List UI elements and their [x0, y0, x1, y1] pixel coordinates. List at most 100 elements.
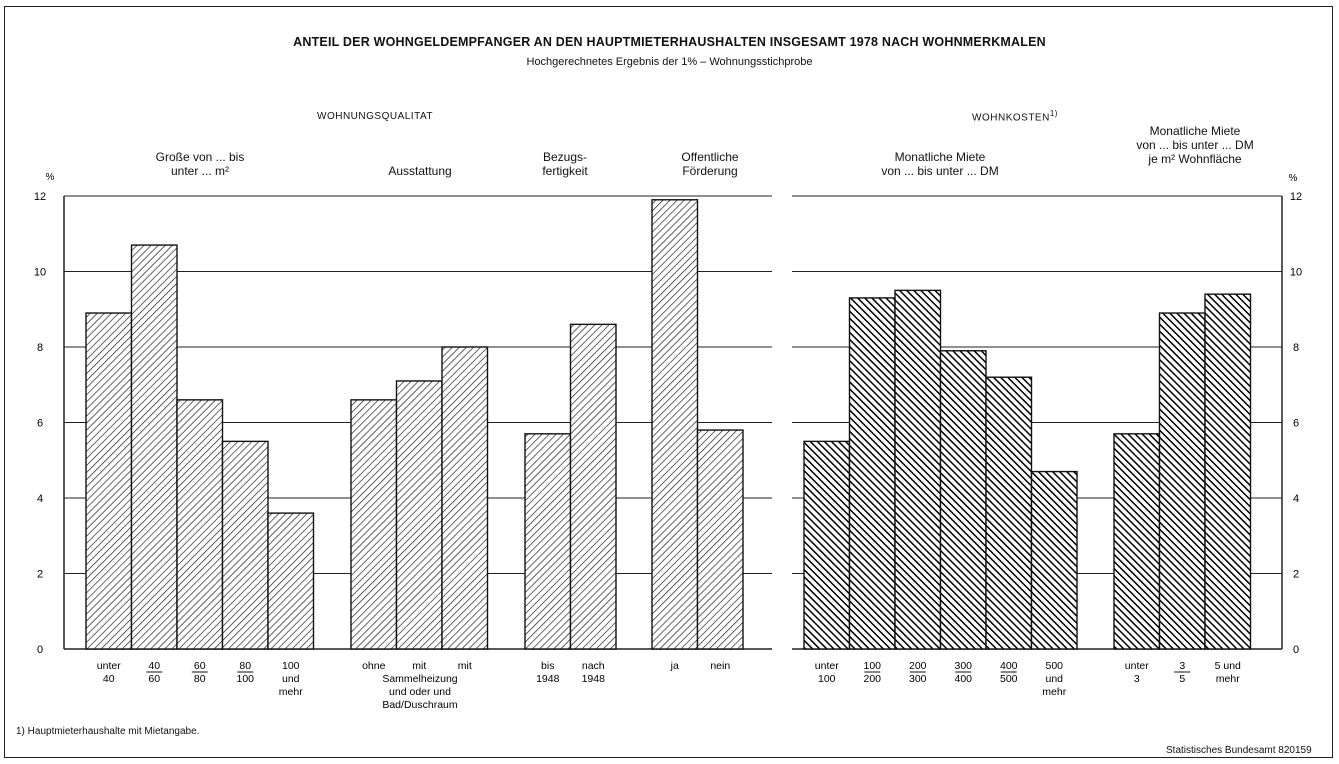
- bar-1-0-2: [894, 289, 942, 650]
- x-tick-label-ausstattung-extra-0: Sammelheizung: [382, 673, 457, 685]
- axes: [63, 196, 1283, 649]
- bar-1-1-2: [1204, 293, 1252, 650]
- bar-1-1-1: [1158, 312, 1206, 650]
- bar-0-3-1: [696, 429, 744, 650]
- chart-subtitle: Hochgerechnetes Ergebnis der 1% – Wohnun…: [526, 56, 813, 68]
- y-tick-label-left-2: 2: [37, 569, 43, 581]
- y-tick-label-left-12: 12: [34, 191, 46, 203]
- group-label-foerderung: Offentliche Förderung: [640, 150, 780, 178]
- bar-0-0-3: [221, 440, 269, 650]
- x-tick-label-0-2-1: 80: [194, 673, 206, 685]
- y-tick-label-left-10: 10: [34, 267, 46, 279]
- bar-1-0-3: [939, 350, 987, 650]
- bar-1-0-1: [848, 297, 896, 650]
- x-tick-label-0-4-1: und: [282, 673, 300, 685]
- x-tick-label-1-3-1: 400: [954, 673, 972, 685]
- bar-0-3-0: [651, 199, 699, 650]
- bars: [85, 199, 1252, 650]
- bar-1-0-4: [985, 376, 1033, 650]
- group-label-bezug-line2: fertigkeit: [542, 164, 588, 178]
- group-label-miete-line1: Monatliche Miete: [894, 150, 986, 164]
- x-tick-label-1-8-0: 5 und: [1215, 660, 1241, 672]
- bar-0-2-1: [569, 323, 617, 650]
- group-label-size-line1: Große von ... bis: [155, 150, 245, 164]
- x-tick-label-1-5-0: 500: [1045, 660, 1063, 672]
- x-tick-label-0-3-1: 100: [236, 673, 254, 685]
- x-tick-label-0-8-1: 1948: [536, 673, 560, 685]
- group-label-miete-qm-line1: Monatliche Miete: [1149, 124, 1241, 138]
- y-tick-label-right-2: 2: [1293, 569, 1299, 581]
- bar-0-0-1: [130, 244, 178, 650]
- group-label-foerderung-line2: Förderung: [682, 164, 738, 178]
- bar-1-0-0: [803, 440, 851, 650]
- x-tick-label-1-5-2: mehr: [1042, 686, 1066, 698]
- footnote: 1) Hauptmieterhaushalte mit Mietangabe.: [16, 726, 200, 737]
- x-tick-label-0-8-0: bis: [541, 660, 554, 672]
- x-tick-label-0-4-2: mehr: [279, 686, 303, 698]
- x-tick-label-1-0-1: 100: [818, 673, 836, 685]
- x-tick-label-0-1-1: 60: [148, 673, 160, 685]
- group-label-miete-qm: Monatliche Miete von ... bis unter ... D…: [1095, 124, 1295, 166]
- x-tick-label-1-7-0: 3: [1179, 660, 1185, 672]
- x-tick-label-0-1-0: 40: [148, 660, 160, 672]
- section-label-right: WOHNKOSTEN1): [930, 109, 1100, 123]
- x-tick-label-1-8-1: mehr: [1216, 673, 1240, 685]
- x-tick-label-ausstattung-extra-1: und oder und: [389, 686, 451, 698]
- x-tick-label-0-10-0: ja: [670, 660, 679, 672]
- section-label-left: WOHNUNGSQUALITAT: [317, 111, 433, 122]
- group-label-miete-qm-line3: je m² Wohnfläche: [1148, 152, 1242, 166]
- x-tick-label-1-5-1: und: [1045, 673, 1063, 685]
- y-tick-label-left-0: 0: [37, 644, 43, 656]
- x-tick-label-1-6-0: unter: [1125, 660, 1149, 672]
- bar-0-1-2: [441, 346, 489, 650]
- x-tick-label-0-11-0: nein: [710, 660, 730, 672]
- x-tick-label-1-2-1: 300: [909, 673, 927, 685]
- x-tick-label-1-2-0: 200: [909, 660, 927, 672]
- y-axis-unit-right: %: [1289, 173, 1298, 184]
- x-tick-label-0-9-0: nach: [582, 660, 605, 672]
- x-tick-label-1-7-1: 5: [1179, 673, 1185, 685]
- x-tick-label-0-4-0: 100: [282, 660, 300, 672]
- group-label-ausstattung: Ausstattung: [388, 164, 452, 178]
- x-tick-label-1-6-1: 3: [1134, 673, 1140, 685]
- section-label-right-text: WOHNKOSTEN: [972, 112, 1050, 124]
- x-tick-label-0-0-1: 40: [103, 673, 115, 685]
- bar-0-0-0: [85, 312, 133, 650]
- y-axis-unit-left: %: [46, 172, 55, 183]
- group-label-miete-qm-line2: von ... bis unter ... DM: [1136, 138, 1254, 152]
- bar-1-0-5: [1030, 470, 1078, 650]
- section-label-right-footnote-ref: 1): [1049, 109, 1058, 118]
- x-tick-label-0-5-0: ohne: [362, 660, 386, 672]
- x-tick-label-0-9-1: 1948: [582, 673, 606, 685]
- x-tick-label-1-3-0: 300: [954, 660, 972, 672]
- x-tick-label-0-3-0: 80: [239, 660, 251, 672]
- x-tick-label-1-4-1: 500: [1000, 673, 1018, 685]
- x-tick-label-1-1-0: 100: [863, 660, 881, 672]
- x-tick-label-0-0-0: unter: [97, 660, 121, 672]
- chart-title: ANTEIL DER WOHNGELDEMPFANGER AN DEN HAUP…: [293, 35, 1046, 49]
- x-tick-label-0-2-0: 60: [194, 660, 206, 672]
- group-label-foerderung-line1: Offentliche: [681, 150, 739, 164]
- group-label-size: Große von ... bis unter ... m²: [100, 150, 300, 178]
- y-tick-label-right-4: 4: [1293, 493, 1299, 505]
- chart-frame: [4, 6, 1333, 758]
- y-tick-label-right-10: 10: [1290, 267, 1302, 279]
- y-tick-label-left-8: 8: [37, 342, 43, 354]
- bar-0-0-4: [267, 512, 315, 650]
- bar-0-1-1: [395, 380, 443, 650]
- bar-0-1-0: [350, 399, 398, 650]
- group-label-bezug: Bezugs- fertigkeit: [510, 150, 620, 178]
- group-label-size-line2: unter ... m²: [170, 164, 229, 178]
- y-tick-label-right-12: 12: [1290, 191, 1302, 203]
- y-tick-label-right-0: 0: [1293, 644, 1299, 656]
- x-tick-label-1-4-0: 400: [1000, 660, 1018, 672]
- y-tick-label-left-4: 4: [37, 493, 43, 505]
- x-tick-label-0-7-0: mit: [458, 660, 472, 672]
- y-tick-label-right-8: 8: [1293, 342, 1299, 354]
- bar-0-2-0: [524, 433, 572, 650]
- x-tick-label-1-1-1: 200: [863, 673, 881, 685]
- group-label-bezug-line1: Bezugs-: [542, 150, 588, 164]
- y-tick-label-left-6: 6: [37, 418, 43, 430]
